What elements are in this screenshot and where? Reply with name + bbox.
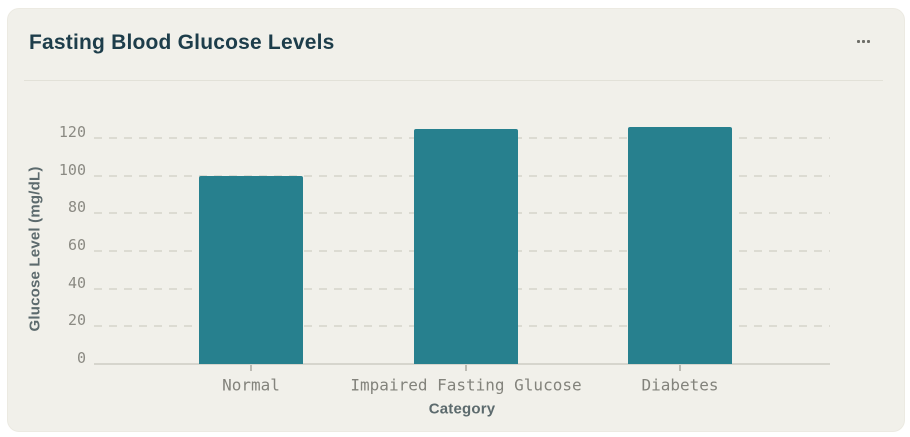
x-axis-line	[94, 363, 830, 365]
plot-area: Glucose Level (mg/dL) Category 0 20 40 60 80…	[8, 9, 906, 433]
y-tick-label: 120	[58, 123, 86, 141]
x-tick-mark	[465, 365, 467, 371]
y-tick-label: 80	[67, 198, 86, 217]
ellipsis-dot-icon	[856, 39, 860, 43]
x-tick-mark	[679, 365, 681, 371]
y-tick-label: 0	[76, 349, 86, 367]
chart-card: Fasting Blood Glucose Levels Glucose Lev…	[7, 8, 905, 432]
x-axis-title: Category	[428, 400, 496, 418]
bar-impaired-fasting-glucose[interactable]	[414, 128, 518, 364]
bar-normal[interactable]	[199, 175, 303, 364]
ellipsis-menu-button[interactable]	[850, 33, 876, 49]
header-divider	[24, 80, 883, 81]
ellipsis-dot-icon	[866, 39, 870, 43]
ellipsis-dot-icon	[861, 39, 865, 43]
x-category-label: Diabetes	[641, 375, 719, 395]
bar-diabetes[interactable]	[628, 126, 732, 364]
y-tick-label: 100	[58, 160, 86, 179]
x-category-label: Impaired Fasting Glucose	[350, 375, 582, 395]
x-tick-mark	[250, 365, 252, 371]
y-tick-label: 60	[67, 236, 86, 254]
x-category-label: Normal	[222, 375, 280, 395]
chart-title: Fasting Blood Glucose Levels	[29, 31, 335, 54]
y-tick-label: 40	[67, 273, 86, 292]
y-tick-label: 20	[67, 311, 86, 330]
